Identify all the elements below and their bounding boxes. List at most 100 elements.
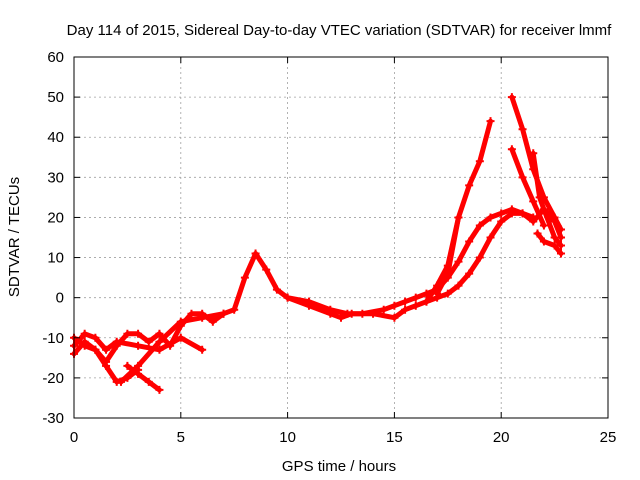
data-point: [550, 213, 559, 222]
data-point: [304, 301, 313, 310]
y-tick-label: 60: [47, 49, 64, 66]
series-track-12: [533, 229, 566, 258]
data-point: [497, 217, 506, 226]
data-point: [283, 293, 292, 302]
data-point: [337, 313, 345, 322]
data-point: [155, 337, 164, 346]
data-point: [102, 361, 111, 370]
data-point: [475, 253, 484, 262]
x-tick-label: 20: [493, 429, 510, 446]
series-line: [535, 231, 564, 256]
series-line: [434, 118, 493, 297]
data-point: [411, 293, 420, 302]
x-axis-label: GPS time / hours: [282, 458, 396, 475]
data-point: [443, 289, 452, 298]
data-point: [557, 249, 566, 258]
data-point: [134, 361, 143, 370]
data-point: [533, 229, 542, 238]
data-point: [518, 209, 527, 218]
series-line: [423, 214, 461, 305]
data-point: [326, 309, 335, 318]
series-line: [509, 146, 547, 228]
data-point: [486, 233, 495, 242]
data-point: [475, 221, 484, 230]
y-tick-label: 20: [47, 209, 64, 226]
series-track-11: [529, 149, 566, 250]
y-tick-label: -30: [42, 410, 64, 427]
series-track-8: [422, 213, 463, 306]
series-track-6: [283, 205, 566, 322]
chart-title: Day 114 of 2015, Sidereal Day-to-day VTE…: [67, 22, 612, 39]
data-point: [91, 345, 100, 354]
data-point: [176, 317, 185, 326]
data-point: [123, 329, 132, 338]
y-axis-label: SDTVAR / TECUs: [6, 177, 23, 297]
data-point: [80, 341, 89, 350]
data-point: [91, 333, 100, 342]
y-tick-label: 10: [47, 250, 64, 267]
y-tick-label: 50: [47, 89, 64, 106]
x-tick-label: 0: [70, 429, 78, 446]
data-point: [465, 181, 474, 190]
data-point: [401, 297, 410, 306]
data-point: [80, 329, 89, 338]
ticks: 0 5 10 15 20 25 -30 -20 -10 0 10 20 30 40 50 60: [42, 49, 616, 446]
data-point: [557, 225, 566, 234]
y-tick-label: -20: [42, 370, 64, 387]
data-point: [497, 209, 506, 218]
data-point: [240, 273, 249, 282]
data-point: [369, 309, 378, 318]
data-point: [529, 197, 538, 206]
data-point: [155, 329, 164, 338]
data-point: [465, 269, 474, 278]
data-point: [347, 309, 356, 318]
series-track-5: [123, 361, 164, 394]
data-point: [539, 205, 548, 214]
data-point: [155, 345, 164, 354]
data-point: [134, 329, 143, 338]
data-point: [198, 313, 207, 322]
data-point: [144, 337, 153, 346]
data-point: [379, 305, 388, 314]
data-point: [123, 361, 132, 370]
data-point: [208, 317, 217, 326]
plot-frame: [73, 56, 609, 419]
data-point: [112, 341, 121, 350]
data-point: [134, 369, 143, 378]
data-point: [187, 309, 196, 318]
data-point: [529, 149, 538, 158]
data-point: [550, 241, 559, 250]
data-point: [539, 221, 548, 230]
data-point: [134, 341, 143, 350]
data-point: [529, 217, 538, 226]
data-point: [535, 193, 544, 202]
data-point: [518, 173, 527, 182]
y-tick-label: 0: [56, 290, 64, 307]
x-tick-label: 15: [386, 429, 403, 446]
data-point: [272, 285, 281, 294]
data-point: [176, 333, 185, 342]
data-point: [507, 93, 516, 102]
data-point: [454, 281, 463, 290]
x-tick-label: 25: [600, 429, 617, 446]
data-point: [102, 345, 111, 354]
series-line: [124, 363, 162, 393]
data-point: [443, 261, 452, 270]
data-point: [230, 305, 239, 314]
data-point: [518, 125, 527, 134]
data-point: [454, 257, 463, 266]
data-point: [454, 213, 463, 222]
data-point: [390, 313, 399, 322]
data-point: [465, 237, 474, 246]
series-track-10: [507, 145, 548, 230]
data-point: [198, 345, 207, 354]
data-point: [507, 209, 516, 218]
x-tick-label: 10: [279, 429, 296, 446]
data-point: [539, 237, 548, 246]
data-point: [155, 385, 164, 394]
data-point: [166, 341, 175, 350]
y-tick-label: 40: [47, 129, 64, 146]
data-point: [422, 297, 431, 306]
